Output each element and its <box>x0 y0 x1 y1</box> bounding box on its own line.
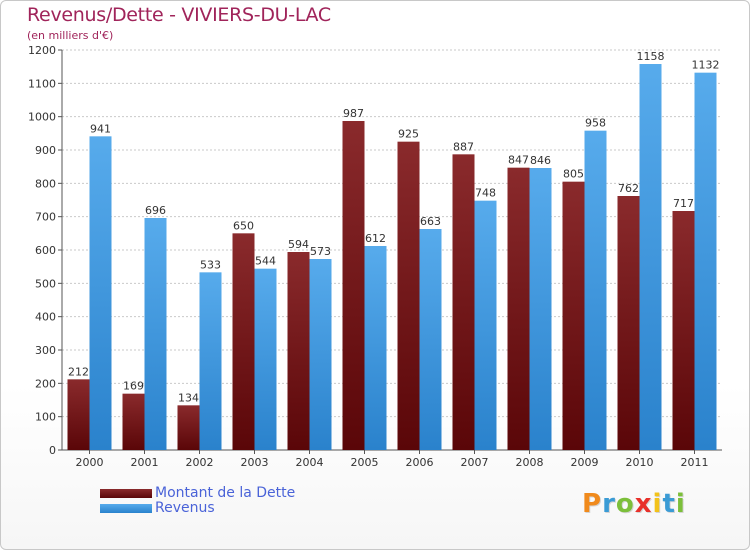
bar-dette <box>287 252 310 450</box>
bar-revenus <box>529 168 552 450</box>
bar-dette <box>122 393 145 450</box>
data-label: 612 <box>365 232 386 245</box>
x-tick-label: 2002 <box>186 456 214 469</box>
data-label: 663 <box>420 215 441 228</box>
y-tick-label: 800 <box>35 177 56 190</box>
data-label: 762 <box>618 182 639 195</box>
x-tick-label: 2008 <box>516 456 544 469</box>
logo-letter: x <box>634 489 653 519</box>
data-label: 987 <box>343 107 364 120</box>
bar-dette <box>672 211 695 450</box>
bar-dette <box>617 196 640 450</box>
data-label: 134 <box>178 391 199 404</box>
bar-dette <box>397 141 420 450</box>
data-label: 887 <box>453 140 474 153</box>
data-label: 544 <box>255 255 276 268</box>
data-label: 847 <box>508 154 529 167</box>
data-label: 958 <box>585 117 606 130</box>
bar-dette <box>342 121 365 450</box>
y-tick-label: 200 <box>35 377 56 390</box>
y-tick-label: 900 <box>35 144 56 157</box>
data-label: 650 <box>233 219 254 232</box>
data-label: 925 <box>398 128 419 141</box>
chart-subtitle: (en milliers d'€) <box>27 29 114 42</box>
legend-label-debt: Montant de la Dette <box>155 485 296 501</box>
bar-revenus <box>254 268 277 450</box>
bar-dette <box>177 405 200 450</box>
y-tick-label: 700 <box>35 211 56 224</box>
logo-letter: t <box>662 489 676 519</box>
data-label: 1158 <box>637 50 665 63</box>
data-label: 573 <box>310 245 331 258</box>
bar-revenus <box>584 130 607 450</box>
x-tick-label: 2001 <box>131 456 159 469</box>
legend-swatch-revenus <box>100 504 152 513</box>
y-tick-label: 1100 <box>28 77 56 90</box>
x-tick-label: 2010 <box>626 456 654 469</box>
bar-revenus <box>419 229 442 450</box>
bar-revenus <box>199 272 222 450</box>
bar-dette <box>562 181 585 450</box>
bar-revenus <box>144 218 167 450</box>
data-label: 748 <box>475 187 496 200</box>
x-tick-label: 2007 <box>461 456 489 469</box>
logo-letter: o <box>615 489 635 519</box>
y-tick-label: 400 <box>35 311 56 324</box>
bar-dette <box>507 167 530 450</box>
data-label: 594 <box>288 238 309 251</box>
bar-revenus <box>89 136 112 451</box>
y-tick-label: 500 <box>35 277 56 290</box>
data-label: 717 <box>673 197 694 210</box>
data-label: 169 <box>123 380 144 393</box>
data-label: 696 <box>145 204 166 217</box>
bar-dette <box>67 379 90 450</box>
bar-revenus <box>639 64 662 450</box>
x-tick-label: 2011 <box>681 456 709 469</box>
data-label: 941 <box>90 122 111 135</box>
x-tick-label: 2000 <box>76 456 104 469</box>
x-tick-label: 2003 <box>241 456 269 469</box>
logo-letter: P <box>582 489 603 519</box>
logo-letter: r <box>602 489 616 519</box>
logo-letter: i <box>652 489 663 519</box>
data-label: 212 <box>68 365 89 378</box>
bar-revenus <box>309 259 332 450</box>
legend-label-revenus: Revenus <box>155 500 215 516</box>
bar-revenus <box>474 200 497 450</box>
x-tick-label: 2009 <box>571 456 599 469</box>
bar-revenus <box>694 72 717 451</box>
y-tick-label: 0 <box>49 444 56 457</box>
proxiti-logo: Proxiti <box>582 489 686 519</box>
logo-letter: i <box>675 489 686 519</box>
data-label: 533 <box>200 258 221 271</box>
y-tick-label: 1200 <box>28 44 56 57</box>
y-tick-label: 300 <box>35 344 56 357</box>
bar-revenus <box>364 246 387 450</box>
y-tick-label: 100 <box>35 411 56 424</box>
y-tick-label: 1000 <box>28 111 56 124</box>
y-tick-label: 600 <box>35 244 56 257</box>
bar-dette <box>452 154 475 451</box>
x-tick-label: 2006 <box>406 456 434 469</box>
x-tick-label: 2004 <box>296 456 324 469</box>
x-tick-label: 2005 <box>351 456 379 469</box>
data-label: 1132 <box>692 59 720 72</box>
data-label: 846 <box>530 154 551 167</box>
legend-swatch-debt <box>100 489 152 498</box>
chart-title: Revenus/Dette - VIVIERS-DU-LAC <box>27 4 331 26</box>
data-label: 805 <box>563 168 584 181</box>
bar-dette <box>232 233 255 450</box>
